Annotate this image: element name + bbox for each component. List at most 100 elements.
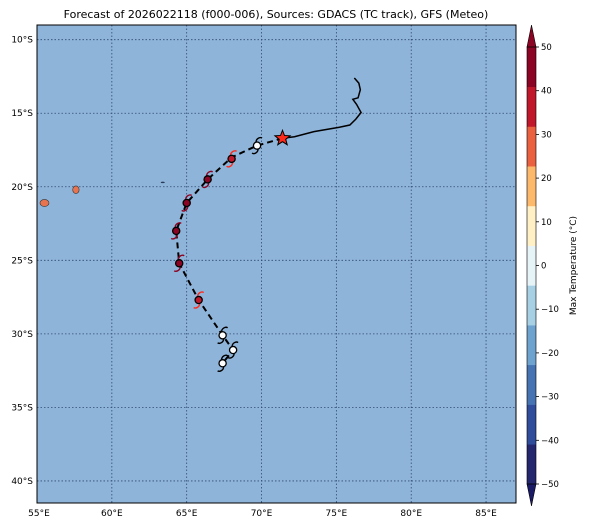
colorbar-band: [527, 404, 536, 445]
cyclone-symbol: [227, 341, 239, 359]
graticule: [37, 25, 516, 503]
cyclone-symbol: [181, 194, 193, 212]
lat-tick-label: 25°S: [11, 256, 33, 266]
colorbar-tick-label: 30: [541, 130, 552, 140]
cyclone-center: [218, 331, 227, 340]
lon-tick-label: 70°E: [251, 509, 273, 519]
colorbar-tick-label: −40: [541, 436, 559, 446]
colorbar-band: [527, 364, 536, 405]
colorbar-tick-label: −50: [541, 480, 559, 490]
lat-tick-label: 30°S: [11, 330, 33, 340]
cyclone-arm: [173, 266, 181, 272]
cyclone-arm: [184, 194, 193, 200]
tc-tracks: [175, 77, 362, 364]
cyclone-arm: [220, 354, 229, 360]
colorbar-band: [527, 205, 536, 246]
land-mauritius: [72, 185, 80, 194]
colorbar-tick-label: −20: [541, 349, 559, 359]
cyclone-symbol: [202, 170, 214, 189]
cyclone-arm: [229, 150, 238, 156]
colorbar-band: [527, 166, 536, 207]
colorbar-band: [527, 285, 536, 326]
lat-tick-label: 20°S: [11, 183, 33, 193]
cyclone-symbol: [226, 150, 238, 168]
lon-tick-label: 65°E: [176, 509, 198, 519]
cyclone-arm: [196, 291, 205, 297]
lat-tick-label: 40°S: [11, 477, 33, 487]
cyclone-center: [174, 259, 184, 268]
latitude-tick-labels: 10°S 15°S 20°S 25°S 30°S 35°S 40°S: [11, 36, 33, 487]
cyclone-center: [194, 295, 203, 305]
cyclone-symbol: [170, 222, 182, 240]
cyclone-arm: [205, 170, 214, 177]
lon-tick-label: 60°E: [101, 509, 123, 519]
colorbar-band: [527, 325, 536, 366]
cyclone-arm: [181, 206, 189, 212]
lon-tick-label: 85°E: [475, 509, 497, 519]
cyclone-arm: [202, 182, 210, 189]
colorbar-tick-label: 40: [541, 87, 552, 97]
cyclone-arm: [220, 326, 229, 332]
cyclone-arm: [226, 162, 234, 168]
colorbar-tick-label: 0: [541, 262, 546, 272]
cyclone-symbol: [217, 326, 229, 345]
lat-tick-label: 10°S: [11, 36, 33, 46]
forecast-track-line: [175, 137, 283, 364]
colorbar-tick-label: −10: [541, 305, 559, 315]
land-rodrigues: [160, 181, 165, 184]
cyclone-center: [171, 226, 181, 236]
colorbar-band: [527, 126, 536, 167]
storm-symbols: [170, 136, 263, 372]
land-areas: [39, 181, 165, 207]
cyclone-center: [218, 359, 227, 368]
cyclone-arm: [217, 366, 225, 372]
cyclone-arm: [231, 341, 239, 347]
current-position-star: [273, 128, 292, 146]
colorbar: −50 −40 −30 −20 −10 0 10 20 30 40 50 Max Temperatu…: [526, 24, 579, 507]
cyclone-arm: [251, 149, 259, 155]
colorbar-label: Max Temperature (°C): [569, 216, 579, 315]
colorbar-tick-label: 10: [541, 218, 552, 228]
lon-tick-label: 55°E: [28, 509, 50, 519]
cyclone-arm: [217, 338, 225, 345]
land-reunion: [39, 199, 50, 207]
map-title: Forecast of 2026022118 (f000-006), Sourc…: [64, 8, 489, 21]
colorbar-band: [527, 86, 536, 127]
cyclone-symbol: [193, 291, 205, 309]
cyclone-arm: [227, 353, 235, 359]
cyclone-symbol: [173, 254, 185, 272]
cyclone-center: [227, 154, 236, 164]
map-frame: [36, 24, 517, 504]
colorbar-band: [527, 245, 536, 286]
cyclone-center: [228, 345, 238, 355]
cyclone-arm: [177, 254, 185, 260]
cyclone-center: [252, 141, 262, 150]
colorbar-band: [527, 444, 536, 485]
colorbar-extend-low: [526, 483, 537, 507]
current-position: [273, 128, 292, 146]
cyclone-symbol: [217, 354, 229, 372]
colorbar-tick-label: 50: [541, 43, 552, 53]
ocean-background: [37, 25, 516, 503]
cyclone-center: [203, 175, 212, 184]
colorbar-extend-high: [526, 24, 537, 48]
colorbar-bands: [526, 24, 537, 507]
cyclone-arm: [255, 136, 263, 143]
cyclone-symbol: [251, 136, 263, 155]
longitude-tick-labels: 55°E 60°E 65°E 70°E 75°E 80°E 85°E: [28, 509, 497, 519]
map-panel: 55°E 60°E 65°E 70°E 75°E 80°E 85°E 10°S 15°S 20°…: [11, 24, 517, 519]
lat-tick-label: 35°S: [11, 403, 33, 413]
lat-tick-label: 15°S: [11, 109, 33, 119]
colorbar-tick-label: −30: [541, 393, 559, 403]
lon-tick-label: 75°E: [326, 509, 348, 519]
past-track-line: [282, 77, 362, 139]
cyclone-center: [182, 198, 191, 208]
colorbar-band: [527, 47, 536, 88]
cyclone-arm: [170, 234, 178, 240]
lon-tick-label: 80°E: [400, 509, 422, 519]
cyclone-arm: [174, 222, 182, 228]
cyclone-arm: [193, 303, 201, 309]
colorbar-tick-label: 20: [541, 174, 552, 184]
colorbar-ticks: −50 −40 −30 −20 −10 0 10 20 30 40 50: [536, 43, 559, 490]
